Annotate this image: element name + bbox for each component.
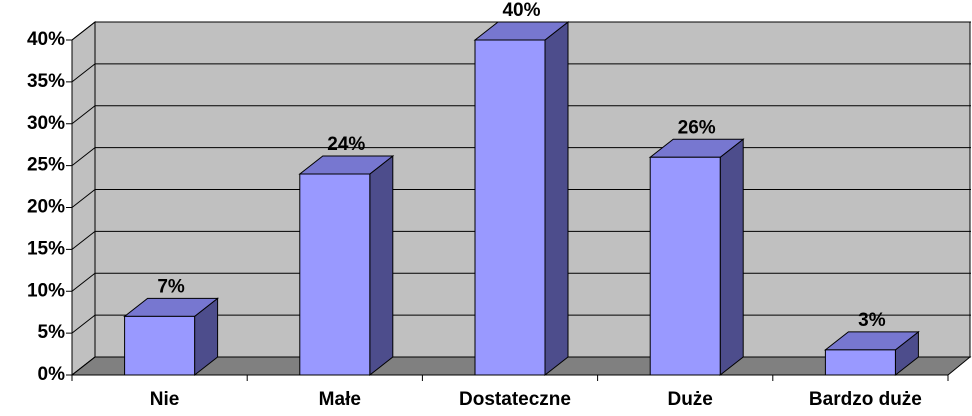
y-tick-label: 0% — [38, 364, 66, 385]
grid-line — [71, 105, 96, 125]
bar — [649, 156, 721, 376]
x-tick-label: Nie — [150, 389, 180, 410]
y-tick-label: 15% — [27, 238, 65, 259]
data-label: 26% — [678, 117, 716, 138]
bar — [299, 173, 371, 376]
x-tick-label: Dostateczne — [459, 389, 571, 410]
bar-side — [719, 138, 744, 377]
bar — [474, 39, 546, 376]
grid-line — [71, 356, 96, 376]
bar — [124, 315, 196, 376]
x-tick-label: Bardzo duże — [809, 389, 922, 410]
data-label: 24% — [327, 134, 365, 155]
x-tick-label: Małe — [319, 389, 361, 410]
bar-side — [369, 154, 394, 377]
x-tick-label: Duże — [667, 389, 712, 410]
y-tick-label: 20% — [27, 197, 65, 218]
y-tick-label: 35% — [27, 71, 65, 92]
grid-line — [71, 314, 96, 334]
y-tick-label: 5% — [38, 322, 66, 343]
y-tick-label: 25% — [27, 155, 65, 176]
grid-line — [71, 147, 96, 167]
y-tick-label: 30% — [27, 113, 65, 134]
data-label: 40% — [502, 0, 540, 21]
grid-line — [71, 272, 96, 292]
bar-side — [544, 20, 569, 377]
y-tick-label: 40% — [27, 29, 65, 50]
grid-line — [71, 63, 96, 83]
bar — [824, 349, 896, 376]
data-label: 3% — [858, 310, 886, 331]
grid-line — [71, 21, 96, 41]
y-tick-label: 10% — [27, 280, 65, 301]
grid-line — [71, 189, 96, 208]
grid-line — [71, 230, 96, 250]
data-label: 7% — [157, 276, 185, 297]
